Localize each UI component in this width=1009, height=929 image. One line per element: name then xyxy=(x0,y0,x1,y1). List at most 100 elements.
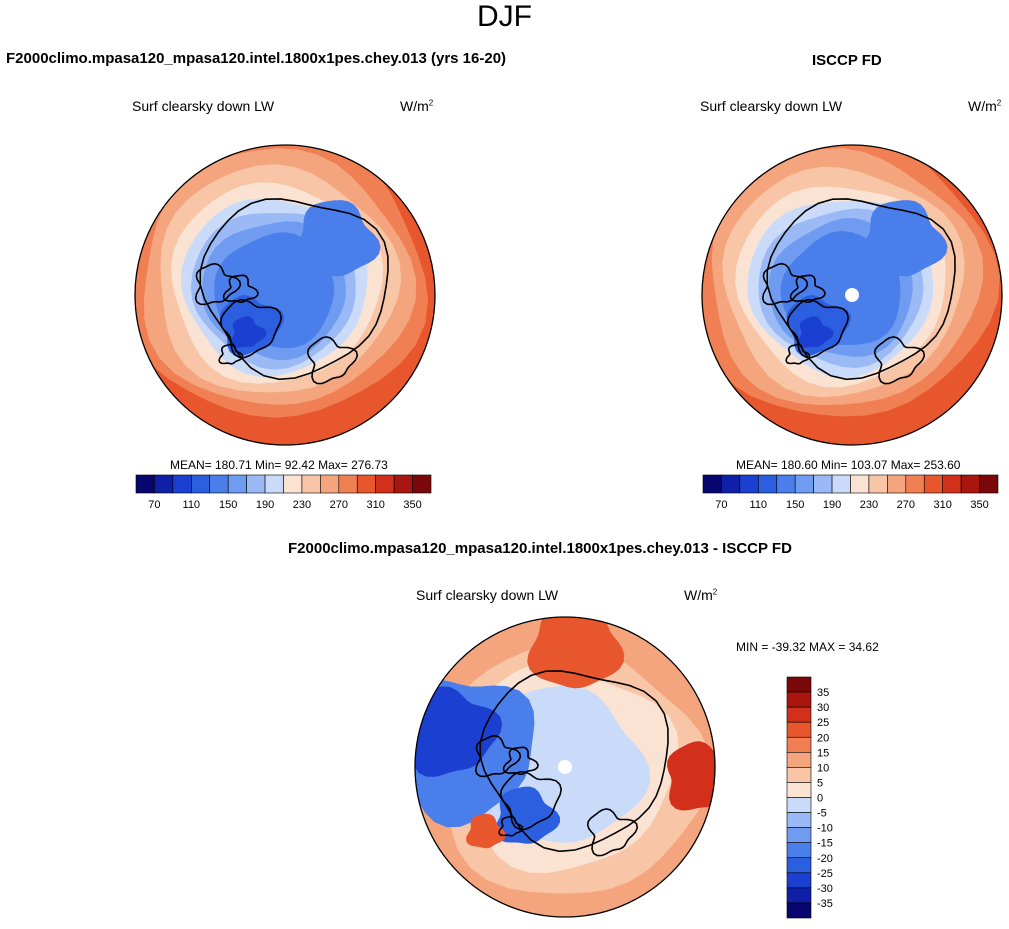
model-map xyxy=(134,144,436,446)
colorbar-box xyxy=(264,474,284,494)
colorbar-box xyxy=(776,474,796,494)
coastline xyxy=(789,274,826,303)
colorbar-tick-label: 230 xyxy=(293,499,311,511)
colorbar-box xyxy=(786,767,812,783)
field-band xyxy=(667,741,715,811)
colorbar-box xyxy=(868,474,888,494)
colorbar-box xyxy=(412,474,432,494)
field-band xyxy=(859,200,948,277)
coastlines xyxy=(761,198,956,385)
colorbar-tick-label: 350 xyxy=(970,499,988,511)
colorbar-box xyxy=(786,887,812,904)
model-units: W/m2 xyxy=(400,98,433,114)
coastline xyxy=(199,198,389,381)
colorbar-tick-label: 70 xyxy=(715,499,727,511)
coastlines xyxy=(194,198,389,385)
colorbar-box xyxy=(786,676,812,693)
colorbar-box xyxy=(786,691,812,708)
colorbar-box xyxy=(786,736,812,753)
colorbar-tick-label: 30 xyxy=(817,702,829,714)
model-panel-title: F2000climo.mpasa120_mpasa120.intel.1800x… xyxy=(6,50,507,67)
pole-hole xyxy=(558,760,572,774)
obs-variable-label: Surf clearsky down LW xyxy=(700,98,843,114)
colorbar-box xyxy=(786,752,812,768)
obs-units: W/m2 xyxy=(968,98,1001,114)
obs-panel-title: ISCCP FD xyxy=(812,52,882,69)
model-variable-label: Surf clearsky down LW xyxy=(132,98,275,114)
obs-colorbar: 70 110 150 190 230 270 310 350 xyxy=(702,474,999,511)
colorbar-tick-label: 310 xyxy=(367,499,385,511)
colorbar-box xyxy=(320,474,340,494)
colorbar-tick-label: 35 xyxy=(817,687,829,699)
coastline xyxy=(766,198,956,381)
diff-units-base: W/m xyxy=(684,587,713,603)
field-band xyxy=(527,617,625,689)
field-band xyxy=(292,200,381,277)
colorbar-tick-label: -25 xyxy=(817,868,833,880)
colorbar-box xyxy=(887,474,907,494)
colorbar-tick-label: 5 xyxy=(817,777,823,789)
colorbar-box xyxy=(739,474,759,494)
coastlines xyxy=(474,670,669,857)
colorbar-box xyxy=(786,842,812,859)
colorbar-box xyxy=(786,721,812,738)
obs-map xyxy=(701,144,1003,446)
colorbar-box xyxy=(283,474,303,494)
colorbar-tick-label: 190 xyxy=(823,499,841,511)
colorbar-box xyxy=(786,812,812,828)
colorbar-box xyxy=(191,474,211,494)
colorbar-box xyxy=(702,474,722,494)
colorbar-tick-label: 20 xyxy=(817,732,829,744)
diff-units: W/m2 xyxy=(684,587,717,603)
colorbar-tick-label: 70 xyxy=(148,499,160,511)
colorbar-box xyxy=(375,474,395,494)
colorbar-box xyxy=(786,872,812,889)
colorbar-box xyxy=(786,827,812,843)
obs-stats: MEAN= 180.60 Min= 103.07 Max= 253.60 xyxy=(736,458,961,472)
model-units-exp: 2 xyxy=(428,98,434,108)
map-boundary xyxy=(134,144,436,446)
colorbar-box xyxy=(923,474,943,494)
colorbar-box xyxy=(393,474,413,494)
colorbar-box xyxy=(831,474,851,494)
diff-panel-title: F2000climo.mpasa120_mpasa120.intel.1800x… xyxy=(288,540,792,557)
colorbar-tick-label: 270 xyxy=(897,499,915,511)
colorbar-tick-label: 270 xyxy=(330,499,348,511)
coastline xyxy=(502,746,539,775)
model-units-base: W/m xyxy=(400,98,429,114)
colorbar-tick-label: 15 xyxy=(817,747,829,759)
colorbar-tick-label: 25 xyxy=(817,717,829,729)
field-band xyxy=(798,316,834,348)
colorbar-box xyxy=(338,474,358,494)
colorbar-tick-label: -30 xyxy=(817,883,833,895)
model-stats: MEAN= 180.71 Min= 92.42 Max= 276.73 xyxy=(170,458,388,472)
colorbar-box xyxy=(942,474,962,494)
colorbar-box xyxy=(979,474,999,494)
pole-hole xyxy=(845,288,859,302)
field-band xyxy=(494,786,560,844)
colorbar-box xyxy=(135,474,155,494)
map-field xyxy=(702,145,1002,445)
colorbar-box xyxy=(786,797,812,813)
colorbar-box xyxy=(227,474,247,494)
map-field xyxy=(415,617,715,917)
colorbar-box xyxy=(786,857,812,874)
colorbar-tick-label: -5 xyxy=(817,808,827,820)
colorbar-box xyxy=(786,782,812,798)
colorbar-tick-label: 0 xyxy=(817,793,823,805)
obs-units-exp: 2 xyxy=(996,98,1002,108)
season-title: DJF xyxy=(477,0,532,33)
diff-map xyxy=(414,616,716,918)
colorbar-tick-label: 110 xyxy=(183,499,201,511)
map-field xyxy=(135,145,435,445)
colorbar-tick-label: 310 xyxy=(934,499,952,511)
coastline xyxy=(586,808,639,857)
colorbar-box xyxy=(721,474,741,494)
obs-units-base: W/m xyxy=(968,98,997,114)
colorbar-tick-label: 150 xyxy=(219,499,237,511)
colorbar-box xyxy=(209,474,229,494)
diff-variable-label: Surf clearsky down LW xyxy=(416,587,559,603)
colorbar-tick-label: 10 xyxy=(817,762,829,774)
colorbar-box xyxy=(786,902,812,919)
